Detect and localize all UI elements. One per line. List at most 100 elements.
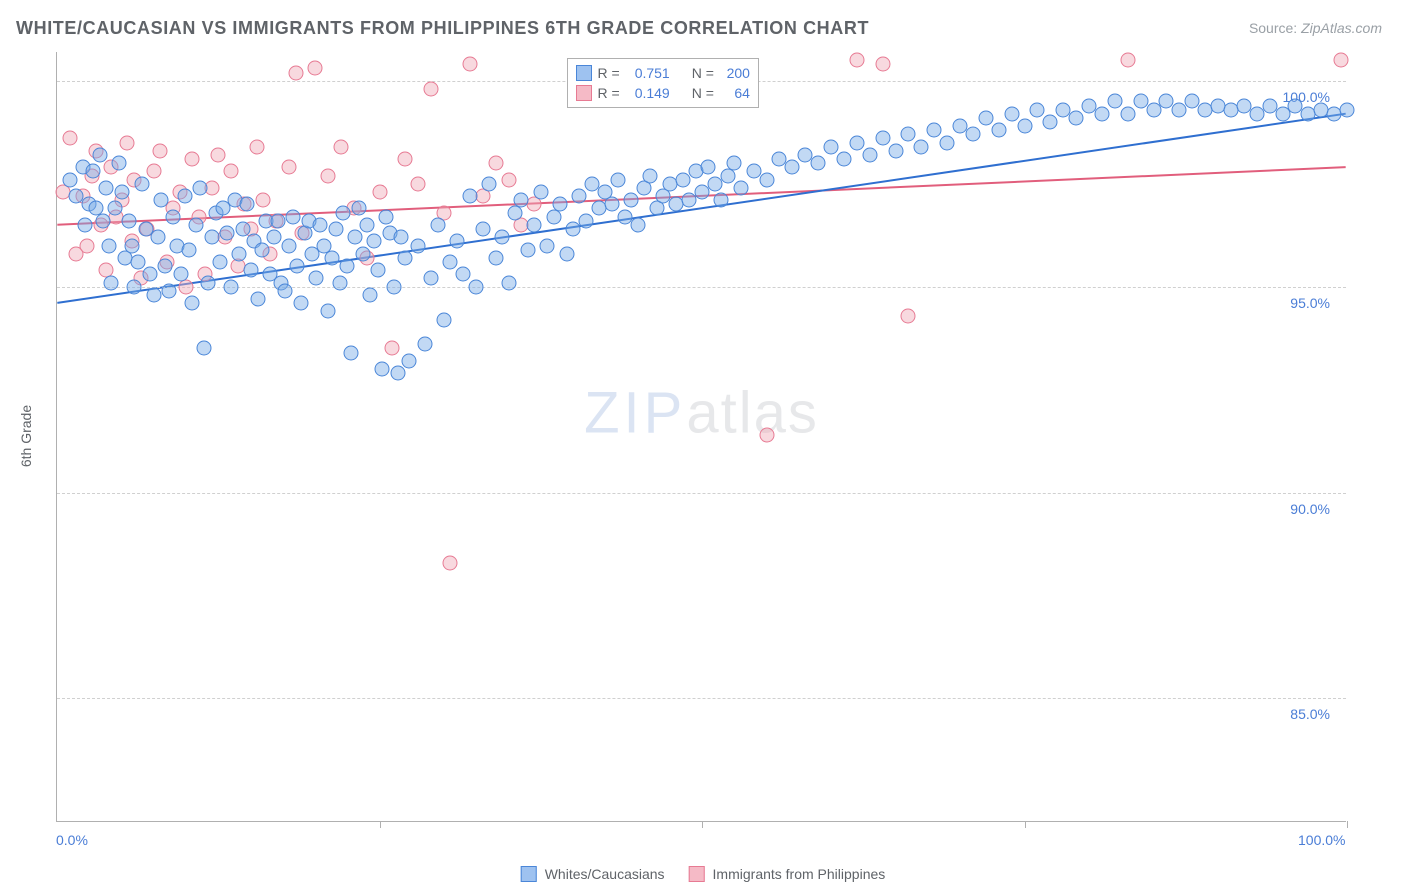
scatter-marker [351, 201, 366, 216]
source-attribution: Source: ZipAtlas.com [1249, 20, 1382, 36]
scatter-marker [99, 180, 114, 195]
y-tick-label: 90.0% [1290, 501, 1330, 517]
scatter-marker [533, 185, 548, 200]
scatter-marker [514, 217, 529, 232]
scatter-marker [172, 185, 187, 200]
x-tick-mark [380, 821, 381, 828]
legend-swatch [576, 85, 592, 101]
scatter-marker [759, 427, 774, 442]
scatter-marker [79, 238, 94, 253]
scatter-marker [940, 135, 955, 150]
scatter-marker [1185, 94, 1200, 109]
scatter-marker [382, 226, 397, 241]
scatter-marker [417, 337, 432, 352]
scatter-marker [559, 246, 574, 261]
scatter-marker [375, 362, 390, 377]
scatter-marker [166, 201, 181, 216]
scatter-marker [153, 143, 168, 158]
stat-r-label: R = [598, 65, 620, 81]
scatter-marker [682, 193, 697, 208]
scatter-marker [181, 242, 196, 257]
scatter-marker [309, 271, 324, 286]
scatter-marker [173, 267, 188, 282]
scatter-marker [1120, 53, 1135, 68]
scatter-marker [849, 135, 864, 150]
x-tick-mark [702, 821, 703, 828]
stat-r-label: R = [598, 85, 620, 101]
scatter-marker [282, 160, 297, 175]
scatter-marker [1249, 106, 1264, 121]
scatter-marker [282, 238, 297, 253]
scatter-marker [62, 172, 77, 187]
scatter-marker [1236, 98, 1251, 113]
scatter-marker [131, 255, 146, 270]
source-value: ZipAtlas.com [1301, 20, 1382, 36]
scatter-marker [643, 168, 658, 183]
stat-n-value: 200 [720, 65, 750, 81]
scatter-marker [255, 242, 270, 257]
scatter-marker [733, 180, 748, 195]
scatter-marker [398, 152, 413, 167]
scatter-marker [198, 267, 213, 282]
scatter-marker [488, 250, 503, 265]
stat-r-value: 0.149 [626, 85, 670, 101]
scatter-marker [75, 160, 90, 175]
scatter-marker [604, 197, 619, 212]
scatter-marker [901, 127, 916, 142]
scatter-marker [1327, 106, 1342, 121]
scatter-marker [109, 209, 124, 224]
scatter-marker [239, 197, 254, 212]
scatter-marker [598, 185, 613, 200]
scatter-marker [127, 172, 142, 187]
scatter-marker [566, 222, 581, 237]
scatter-marker [636, 180, 651, 195]
scatter-marker [204, 230, 219, 245]
scatter-marker [305, 246, 320, 261]
scatter-marker [142, 267, 157, 282]
scatter-marker [695, 185, 710, 200]
x-tick-mark [1025, 821, 1026, 828]
scatter-marker [675, 172, 690, 187]
scatter-marker [118, 250, 133, 265]
legend-item: Whites/Caucasians [521, 866, 665, 882]
stat-n-value: 64 [720, 85, 750, 101]
scatter-marker [262, 246, 277, 261]
scatter-marker [146, 287, 161, 302]
legend-swatch [689, 866, 705, 882]
scatter-marker [347, 230, 362, 245]
x-tick-label: 100.0% [1298, 832, 1345, 848]
scatter-marker [230, 259, 245, 274]
stats-row: R = 0.149N = 64 [576, 83, 750, 103]
scatter-marker [266, 230, 281, 245]
scatter-marker [185, 152, 200, 167]
source-label: Source: [1249, 20, 1301, 36]
scatter-marker [274, 275, 289, 290]
scatter-marker [256, 193, 271, 208]
scatter-marker [122, 213, 137, 228]
scatter-marker [746, 164, 761, 179]
scatter-marker [124, 234, 139, 249]
scatter-marker [86, 164, 101, 179]
scatter-marker [701, 160, 716, 175]
scatter-marker [162, 283, 177, 298]
scatter-marker [849, 53, 864, 68]
scatter-marker [217, 230, 232, 245]
scatter-marker [495, 230, 510, 245]
scatter-marker [398, 250, 413, 265]
scatter-marker [56, 185, 71, 200]
legend-swatch [521, 866, 537, 882]
scatter-marker [1301, 106, 1316, 121]
scatter-marker [901, 308, 916, 323]
scatter-marker [1120, 106, 1135, 121]
stats-legend: R = 0.751N = 200R = 0.149N = 64 [567, 58, 759, 108]
legend-swatch [576, 65, 592, 81]
scatter-marker [772, 152, 787, 167]
scatter-marker [336, 205, 351, 220]
scatter-marker [965, 127, 980, 142]
stat-n-label: N = [692, 65, 714, 81]
scatter-marker [228, 193, 243, 208]
scatter-marker [811, 156, 826, 171]
scatter-marker [475, 222, 490, 237]
legend-item: Immigrants from Philippines [689, 866, 886, 882]
scatter-marker [200, 275, 215, 290]
